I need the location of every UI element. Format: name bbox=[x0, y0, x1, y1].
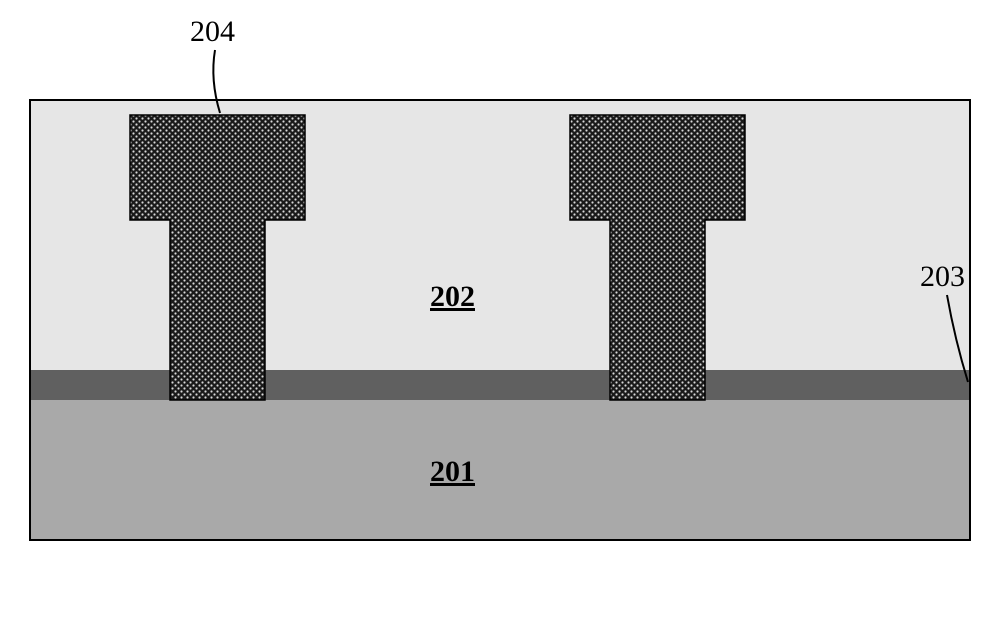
diagram-stage: 204 202 203 201 bbox=[0, 0, 1000, 613]
label-201: 201 bbox=[430, 455, 475, 489]
label-202: 202 bbox=[430, 280, 475, 314]
layer-201 bbox=[30, 400, 970, 540]
label-204: 204 bbox=[190, 15, 235, 49]
label-203: 203 bbox=[920, 260, 965, 294]
diagram-svg bbox=[0, 0, 1000, 613]
